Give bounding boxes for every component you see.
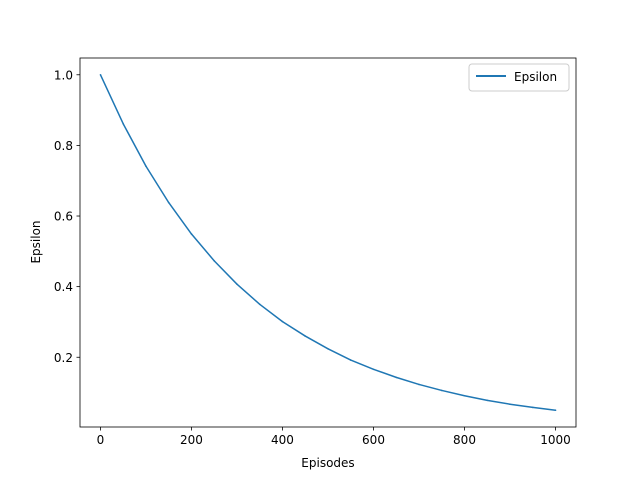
data-point [440,389,443,392]
data-point [372,368,375,371]
x-axis-label: Episodes [301,456,354,470]
y-axis-ticks: 0.2 0.4 0.6 0.8 1.0 [54,68,80,365]
y-tick-label: 0.4 [54,280,73,294]
data-point [395,376,398,379]
y-tick-label: 0.8 [54,139,73,153]
x-tick-label: 600 [362,433,385,447]
data-point [236,283,238,285]
data-point [122,123,125,125]
x-tick-label: 800 [453,433,476,447]
data-point [167,201,170,204]
y-tick-label: 1.0 [54,68,73,82]
data-point [304,335,307,337]
data-point [213,260,216,262]
x-tick-label: 200 [180,433,203,447]
y-tick-label: 0.6 [54,210,73,224]
data-point [418,383,420,386]
data-point [349,359,352,361]
data-point [190,233,193,235]
data-point [99,73,102,76]
data-point [463,394,466,397]
legend-label: Epsilon [514,70,557,84]
data-point [327,347,329,350]
x-tick-label: 400 [271,433,294,447]
data-point [258,303,261,306]
data-point [531,406,534,409]
x-tick-label: 1000 [540,433,571,447]
data-point [509,403,511,406]
legend-box [468,63,570,92]
x-tick-label: 0 [97,433,105,447]
data-point [145,165,147,168]
x-axis-ticks: 0 200 400 600 800 1000 [97,427,571,447]
y-tick-label: 0.2 [54,351,73,365]
plot-frame [79,57,577,428]
legend: Epsilon [468,63,570,92]
data-point [281,320,284,323]
y-axis-label: Epsilon [29,220,43,263]
data-point [486,399,489,402]
data-point [554,409,557,412]
plot-area [79,57,577,428]
